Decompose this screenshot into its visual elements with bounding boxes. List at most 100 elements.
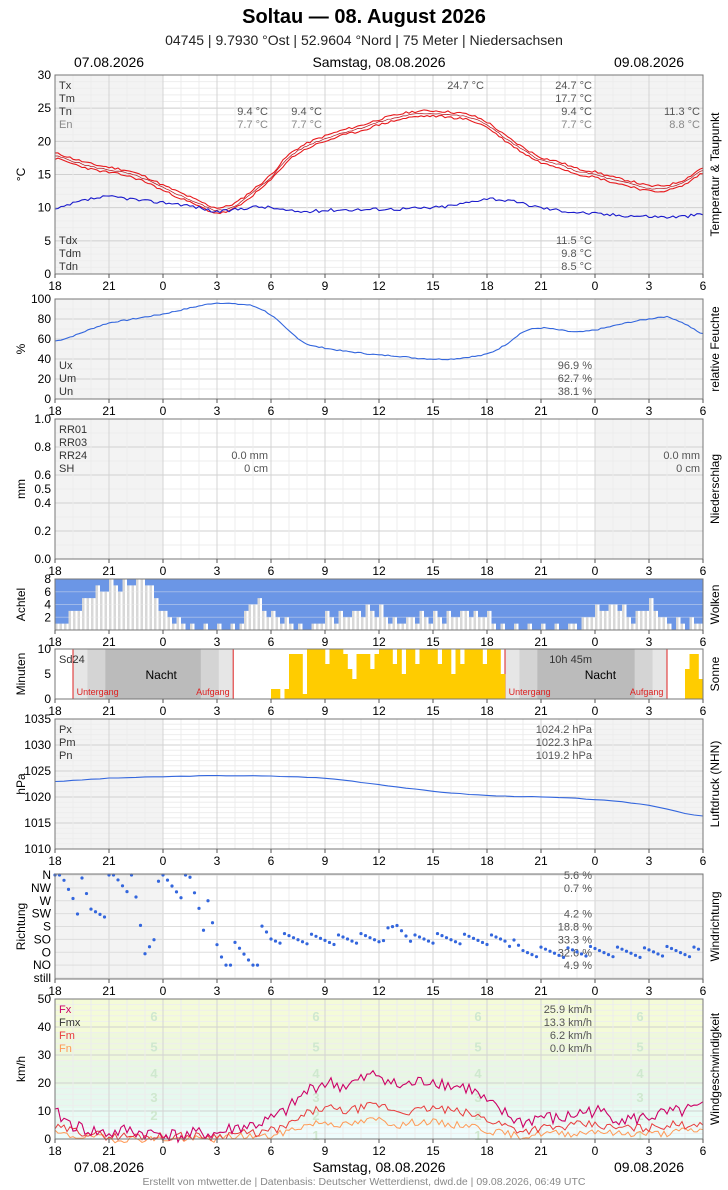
dir-point: [557, 953, 561, 957]
dir-point: [201, 928, 206, 932]
sun-legend-sd24: Sd24: [59, 654, 85, 666]
cloud-x-tick-label: 18: [48, 635, 62, 649]
wind-x-tick-label: 12: [372, 1144, 386, 1158]
dir-point: [413, 933, 417, 937]
cloud-x-tick-label: 15: [426, 635, 440, 649]
rain-legend-rr03: RR03: [59, 437, 87, 449]
press-x-tick-label: 9: [322, 854, 329, 868]
station-info: 04745 | 9.7930 °Ost | 52.9604 °Nord | 75…: [165, 32, 563, 48]
cloud-x-tick-label: 3: [646, 635, 653, 649]
wind-legend-fx: Fx: [59, 1004, 72, 1016]
temp-legend-tdx: Tdx: [59, 235, 78, 247]
dir-point: [341, 935, 345, 939]
dir-point: [687, 955, 692, 959]
dir-point: [453, 940, 458, 944]
dir-point: [291, 936, 296, 940]
cloud-bar: [379, 579, 384, 605]
cloud-bar: [685, 579, 690, 630]
dir-point: [651, 950, 656, 954]
dir-point: [566, 946, 570, 950]
cloud-bar: [689, 579, 695, 618]
sun-sunset-label: Untergang: [77, 687, 119, 697]
cloud-bar: [509, 579, 515, 630]
cloud-bar: [518, 579, 524, 630]
dir-point: [579, 952, 584, 956]
cloud-bar: [244, 579, 249, 611]
sun-bar: [397, 649, 402, 699]
rain-x-tick-label: 21: [102, 564, 116, 578]
wind-x-tick-label: 15: [426, 1144, 440, 1158]
cloud-bar: [365, 579, 371, 605]
cloud-bar: [262, 579, 267, 611]
dir-category-label: O: [42, 945, 51, 959]
dir-point: [224, 963, 228, 967]
cloud-bar: [505, 579, 510, 630]
cloud-bar: [473, 579, 479, 611]
temp-x-tick-label: 18: [480, 279, 494, 293]
cloud-bar: [181, 579, 186, 624]
cloud-bar: [352, 579, 357, 611]
dir-x-tick-label: 0: [592, 984, 599, 998]
cloud-bar: [239, 579, 245, 624]
dir-point: [512, 938, 516, 942]
cloud-bg-stripe: [145, 579, 148, 630]
press-y-tick-label: 1025: [24, 764, 51, 778]
cloud-bar: [325, 579, 330, 611]
cloud-bar: [415, 579, 420, 624]
wind-beaufort-label: 4: [150, 1066, 158, 1081]
cloud-bar: [329, 579, 335, 618]
dir-point: [669, 946, 674, 951]
temp-x-tick-label: 15: [426, 279, 440, 293]
dir-annot-pct: 4.9 %: [564, 960, 592, 972]
cloud-bg-stripe: [131, 579, 134, 630]
wind-beaufort-label: 6: [636, 1009, 643, 1024]
temp-legend-tn: Tn: [59, 106, 72, 118]
sun-x-tick-label: 9: [322, 704, 329, 718]
press-y-tick-label: 1035: [24, 712, 51, 726]
temp-annot-en-3: 8.8 °C: [669, 119, 700, 131]
cloud-bar: [217, 579, 222, 624]
temp-annot-en-1b: 7.7 °C: [291, 119, 322, 131]
dir-point: [98, 912, 102, 916]
cloud-bar: [190, 579, 195, 624]
hum-y-tick-label: 0: [44, 392, 51, 406]
sun-night-core: [537, 649, 635, 699]
wind-y-tick-label: 30: [38, 1048, 52, 1062]
rain-y-tick-label: 0.4: [34, 496, 51, 510]
dir-point: [350, 939, 354, 943]
wind-annot-fn: 0.0 km/h: [550, 1043, 592, 1055]
wind-beaufort-label: 4: [474, 1066, 482, 1081]
cloud-bar: [311, 579, 317, 624]
cloud-bar: [617, 579, 623, 611]
temp-x-tick-label: 6: [268, 279, 275, 293]
cloud-bar: [613, 579, 618, 605]
cloud-bar: [68, 579, 74, 611]
dir-point: [660, 954, 665, 958]
wind-annot-fx: 25.9 km/h: [544, 1004, 592, 1016]
hum-x-tick-label: 15: [426, 404, 440, 418]
cloud-bar: [482, 579, 488, 618]
sun-bar: [388, 649, 393, 699]
dir-category-label: NO: [33, 958, 51, 972]
temp-legend-tx: Tx: [59, 80, 72, 92]
dir-point: [134, 895, 138, 899]
sun-bar: [365, 654, 371, 699]
sun-bar: [424, 649, 429, 699]
temp-annot-en-1: 7.7 °C: [237, 119, 268, 131]
cloud-bar: [464, 579, 470, 611]
wind-x-tick-label: 21: [534, 1144, 548, 1158]
cloud-bar: [635, 579, 641, 611]
cloud-bg-stripe: [127, 579, 130, 630]
dir-x-tick-label: 18: [480, 984, 494, 998]
sun-night-label: Nacht: [585, 668, 617, 682]
cloud-bar: [500, 579, 506, 624]
dir-point: [125, 890, 129, 894]
sun-bar: [370, 669, 375, 699]
temp-axis-title: °C: [14, 167, 28, 181]
rain-x-tick-label: 21: [534, 564, 548, 578]
cloud-bar: [77, 579, 83, 611]
press-legend-pn: Pn: [59, 750, 72, 762]
cloud-bar: [419, 579, 425, 611]
cloud-x-tick-label: 0: [160, 635, 167, 649]
dir-point: [377, 940, 381, 944]
